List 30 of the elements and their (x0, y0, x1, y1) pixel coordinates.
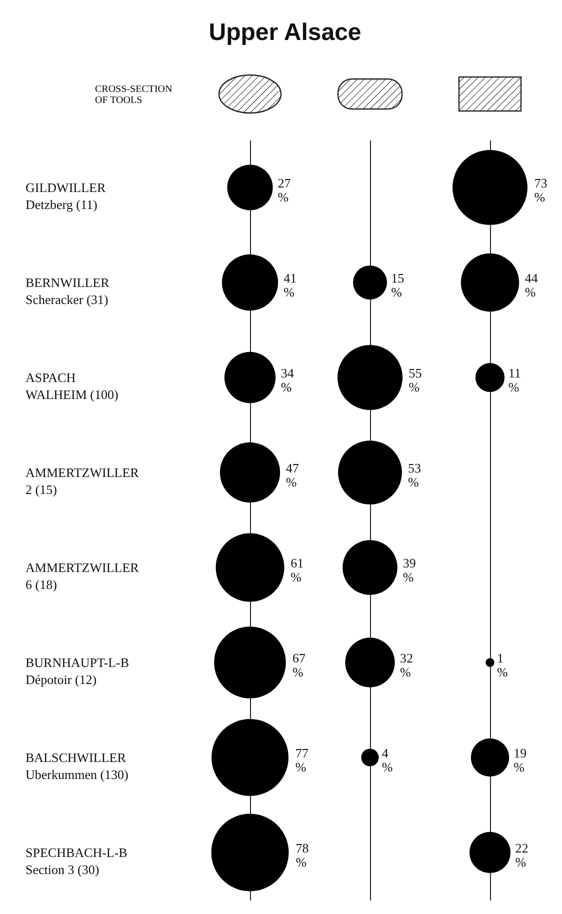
text: CROSS-SECTION OF TOOLS (95, 84, 172, 106)
category-label: ASPACH WALHEIM (100) (26, 370, 118, 402)
data-label: 27 % (278, 176, 292, 204)
category-label: BERNWILLER Scheracker (31) (26, 275, 110, 307)
data-label: 22 % (515, 840, 528, 870)
category-label: GILDWILLER Detzberg (11) (26, 180, 106, 212)
category-label: BALSCHWILLER Uberkummen (130) (26, 750, 128, 782)
text: Upper Alsace (208, 19, 362, 46)
data-label: 67 % (292, 650, 306, 680)
data-label: 11 % (508, 366, 521, 394)
data-label: 32 % (400, 650, 413, 680)
data-label: 78 % (296, 840, 309, 870)
data-label: 39 % (402, 556, 416, 584)
category-label: AMMERTZWILLER 6 (18) (26, 560, 140, 592)
data-label: 73 % (534, 176, 548, 204)
data-label: 19 % (514, 746, 527, 774)
data-label: 61 % (290, 556, 304, 584)
data-label: 77 % (295, 746, 309, 774)
data-label: 4 % (382, 746, 393, 774)
data-label: 55 % (408, 366, 422, 394)
data-label: 15 % (391, 270, 404, 300)
data-label: 1 % (496, 650, 508, 680)
data-label: 34 % (280, 366, 294, 394)
data-label: 53 % (408, 460, 422, 490)
category-label: BURNHAUPT-L-B Dépotoir (12) (26, 655, 130, 687)
category-label: AMMERTZWILLER 2 (15) (26, 465, 140, 497)
category-label: SPECHBACH-L-B Section 3 (30) (26, 845, 128, 877)
data-label: 47 % (286, 460, 300, 490)
data-label: 44 % (524, 270, 538, 300)
data-label: 41 % (284, 270, 297, 300)
